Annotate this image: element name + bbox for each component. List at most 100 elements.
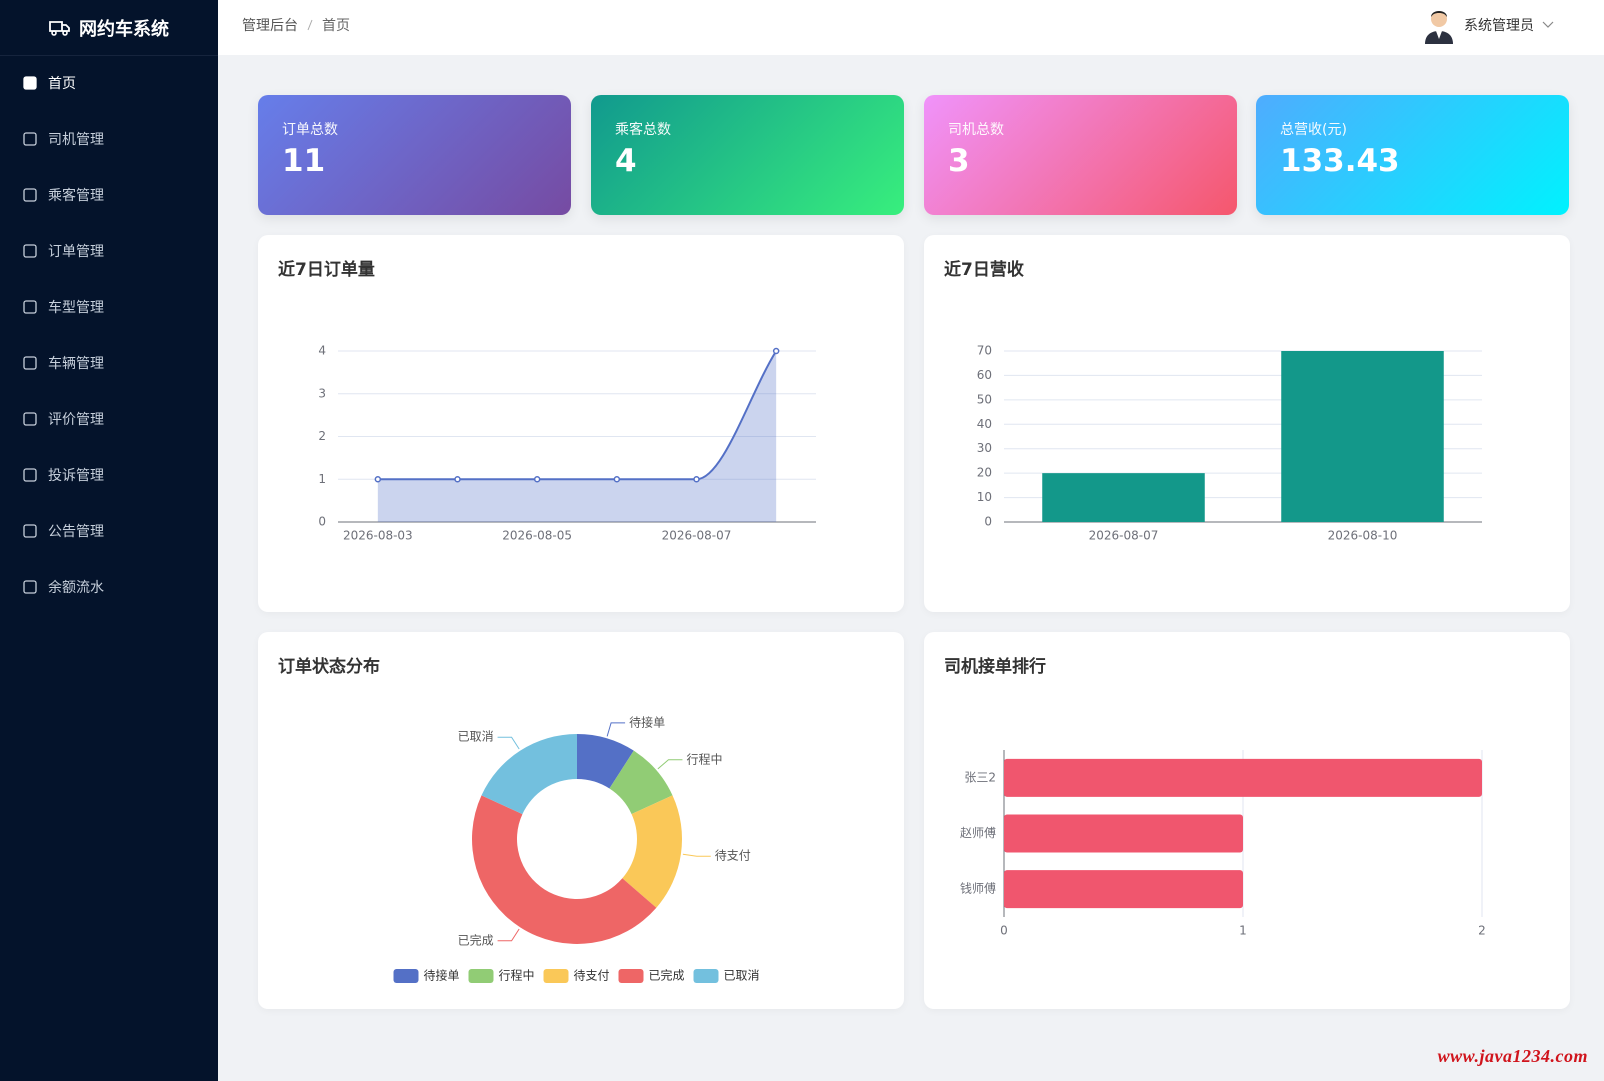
legend-swatch xyxy=(468,969,494,983)
x-tick-label: 2026-08-05 xyxy=(502,529,572,543)
menu-icon-shape xyxy=(23,524,37,538)
breadcrumb: 管理后台 首页 xyxy=(242,0,350,50)
chart-title: 订单状态分布 xyxy=(278,657,380,677)
slice-label: 已取消 xyxy=(458,730,494,744)
y-tick-label: 赵师傅 xyxy=(960,826,996,840)
legend-label: 待支付 xyxy=(574,969,610,983)
stat-label: 司机总数 xyxy=(948,122,1004,138)
menu-icon xyxy=(23,412,37,426)
chart-title: 近7日订单量 xyxy=(278,260,375,280)
menu-label: 投诉管理 xyxy=(48,468,104,484)
menu-icon-shape xyxy=(23,356,37,370)
y-tick-label: 60 xyxy=(977,368,992,382)
x-tick-label: 2 xyxy=(1478,924,1486,938)
label-line xyxy=(682,853,711,857)
y-tick-label: 3 xyxy=(318,386,326,400)
pie-slice xyxy=(577,734,634,789)
stat-card: 乘客总数 4 xyxy=(591,95,904,215)
logo-title: 网约车系统 xyxy=(79,18,169,40)
menu-item[interactable]: 订单管理 xyxy=(0,231,218,271)
menu-item[interactable]: 乘客管理 xyxy=(0,175,218,215)
sidebar: 网约车系统 首页司机管理乘客管理订单管理车型管理车辆管理评价管理投诉管理公告管理… xyxy=(0,0,218,1081)
logo-icon xyxy=(49,20,70,36)
line xyxy=(377,350,778,481)
menu-icon xyxy=(23,580,37,594)
chart-panel: 待接单 行程中 待支付 已完成 已取消 待接单 行程中 待支付 已完成 已取消 订单状态分布 xyxy=(258,632,904,1009)
menu-item[interactable]: 评价管理 xyxy=(0,399,218,439)
x-tick-label: 2026-08-03 xyxy=(343,529,413,543)
chart: 0 1 2 3 4 2026-08-03 2026-08-05 2026-08-07 xyxy=(318,344,816,543)
chart-panel: 0 1 2 张三2 赵师傅 钱师傅 司机接单排行 xyxy=(924,632,1570,1009)
stat-value: 11 xyxy=(282,143,326,179)
y-tick-label: 钱师傅 xyxy=(960,881,996,896)
slice-label: 待接单 xyxy=(629,714,665,729)
bar xyxy=(1004,870,1243,909)
bar xyxy=(1281,351,1444,522)
slice-label: 行程中 xyxy=(686,751,722,766)
menu-item[interactable]: 车型管理 xyxy=(0,287,218,327)
pie-slice xyxy=(622,795,682,908)
menu-icon-shape xyxy=(23,468,37,482)
breadcrumb-item[interactable]: 管理后台 xyxy=(242,18,298,34)
line-point xyxy=(772,347,780,355)
menu-label: 首页 xyxy=(48,76,76,92)
stat-card: 司机总数 3 xyxy=(924,95,1237,215)
menu-item[interactable]: 首页 xyxy=(0,63,218,103)
x-tick-label: 2026-08-07 xyxy=(662,529,732,543)
y-tick-label: 30 xyxy=(977,441,992,455)
breadcrumb-separator xyxy=(307,19,313,31)
menu-item[interactable]: 司机管理 xyxy=(0,119,218,159)
menu-label: 评价管理 xyxy=(48,412,104,428)
stat-value: 3 xyxy=(948,143,970,179)
legend-swatch xyxy=(693,969,719,983)
stat-label: 乘客总数 xyxy=(615,122,671,138)
dropdown-arrow xyxy=(1542,21,1554,28)
y-tick-label: 40 xyxy=(977,417,992,431)
menu-icon-shape xyxy=(23,76,37,90)
stat-value: 133.43 xyxy=(1280,143,1400,179)
menu-label: 车型管理 xyxy=(48,300,104,316)
menu-item[interactable]: 公告管理 xyxy=(0,511,218,551)
legend-label: 已完成 xyxy=(649,968,685,983)
legend-swatch xyxy=(618,969,644,983)
label-line xyxy=(657,759,683,770)
logo: 网约车系统 xyxy=(0,0,218,56)
pie-slice xyxy=(609,750,673,815)
menu-label: 乘客管理 xyxy=(48,188,104,204)
stat-value: 4 xyxy=(615,143,637,179)
line-point xyxy=(613,476,621,483)
menu-item[interactable]: 投诉管理 xyxy=(0,455,218,495)
line-point xyxy=(533,476,541,483)
legend-swatch xyxy=(543,969,569,983)
label-line xyxy=(606,722,626,737)
menu-item[interactable]: 车辆管理 xyxy=(0,343,218,383)
legend-label: 待接单 xyxy=(424,968,460,983)
menu-item[interactable]: 余额流水 xyxy=(0,567,218,607)
chart-panel: 0 10 20 30 40 50 60 70 2026-08-07 2026-08-10 近7日营… xyxy=(924,235,1570,612)
menu-icon xyxy=(23,524,37,538)
menu-label: 车辆管理 xyxy=(48,356,104,372)
legend-label: 已取消 xyxy=(724,969,760,983)
menu-icon-shape xyxy=(23,188,37,202)
stat-label: 订单总数 xyxy=(282,122,338,138)
legend-label: 行程中 xyxy=(499,968,535,983)
y-tick-label: 10 xyxy=(977,490,992,504)
y-tick-label: 1 xyxy=(318,472,326,486)
menu-icon xyxy=(23,356,37,370)
chart-title: 近7日营收 xyxy=(944,260,1024,280)
menu-label: 余额流水 xyxy=(48,580,104,596)
stat-card: 订单总数 11 xyxy=(258,95,571,215)
chart: 0 10 20 30 40 50 60 70 2026-08-07 2026-08-10 xyxy=(977,344,1482,543)
y-tick-label: 4 xyxy=(318,344,326,358)
watermark: www.java1234.com xyxy=(1437,1046,1588,1066)
x-tick-label: 2026-08-07 xyxy=(1089,529,1159,543)
user-menu[interactable]: 系统管理员 xyxy=(1422,6,1554,44)
chart-title: 司机接单排行 xyxy=(944,657,1046,677)
line-point xyxy=(454,476,461,483)
label-line xyxy=(497,928,520,942)
bar xyxy=(1004,814,1243,853)
pie-slice xyxy=(481,734,577,815)
y-tick-label: 70 xyxy=(977,344,992,358)
